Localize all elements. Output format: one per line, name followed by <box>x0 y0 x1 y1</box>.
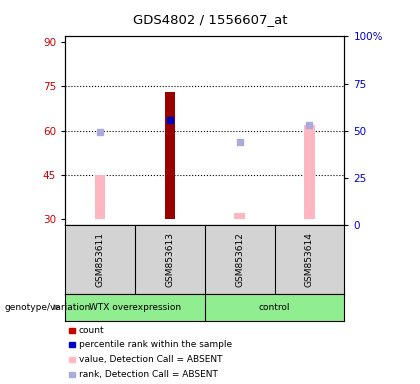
Bar <box>165 92 175 219</box>
Point <box>97 129 103 135</box>
Bar <box>234 213 245 219</box>
Point <box>166 117 173 123</box>
Bar <box>165 122 175 219</box>
Text: control: control <box>259 303 290 312</box>
Text: GSM853611: GSM853611 <box>95 232 105 287</box>
Point <box>306 122 313 128</box>
Text: GSM853613: GSM853613 <box>165 232 174 287</box>
Text: count: count <box>79 326 105 335</box>
Text: value, Detection Call = ABSENT: value, Detection Call = ABSENT <box>79 355 223 364</box>
Bar <box>304 125 315 219</box>
Text: GSM853612: GSM853612 <box>235 232 244 286</box>
Text: GSM853614: GSM853614 <box>305 232 314 286</box>
Bar <box>95 175 105 219</box>
Text: rank, Detection Call = ABSENT: rank, Detection Call = ABSENT <box>79 369 218 379</box>
Text: GDS4802 / 1556607_at: GDS4802 / 1556607_at <box>133 13 287 26</box>
Text: genotype/variation: genotype/variation <box>4 303 90 312</box>
Point <box>236 139 243 146</box>
Text: WTX overexpression: WTX overexpression <box>89 303 181 312</box>
Text: percentile rank within the sample: percentile rank within the sample <box>79 340 232 349</box>
